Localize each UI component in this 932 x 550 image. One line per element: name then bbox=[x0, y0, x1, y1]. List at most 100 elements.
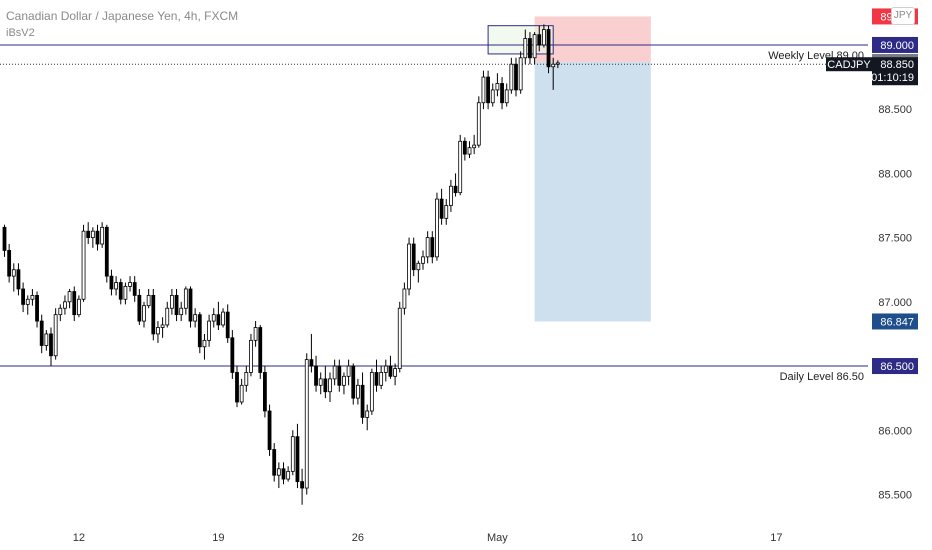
candle-body bbox=[211, 314, 216, 322]
chart-title: Canadian Dollar / Japanese Yen, 4h, FXCM bbox=[6, 9, 239, 23]
candle-body bbox=[202, 339, 207, 348]
candle bbox=[132, 276, 137, 302]
candle-body bbox=[369, 372, 374, 412]
candle bbox=[207, 314, 212, 347]
candle-body bbox=[476, 102, 481, 146]
candle-body bbox=[397, 307, 402, 370]
candle-body bbox=[304, 359, 309, 489]
candle-body bbox=[230, 337, 235, 373]
candle bbox=[332, 359, 337, 386]
level-price-tag-text: 86.500 bbox=[880, 361, 914, 373]
candle-body bbox=[379, 372, 384, 386]
candle-body bbox=[490, 89, 495, 104]
candle-body bbox=[193, 314, 198, 322]
candle-body bbox=[365, 410, 370, 418]
candle bbox=[104, 224, 109, 283]
candle bbox=[95, 224, 100, 251]
candle bbox=[518, 51, 523, 94]
candle bbox=[225, 304, 230, 343]
candle bbox=[467, 141, 472, 158]
candle-body bbox=[235, 372, 239, 403]
candle bbox=[90, 227, 95, 248]
candle bbox=[230, 330, 235, 379]
candle-body bbox=[300, 481, 305, 489]
candle bbox=[151, 288, 156, 341]
candle bbox=[276, 462, 281, 489]
stop-loss-zone bbox=[534, 16, 651, 63]
candle bbox=[504, 83, 509, 107]
candle bbox=[290, 430, 295, 476]
candle bbox=[430, 231, 435, 264]
candle bbox=[216, 301, 221, 331]
candle bbox=[411, 237, 416, 277]
candle bbox=[490, 83, 495, 107]
level-label: Daily Level 86.50 bbox=[780, 371, 864, 383]
candle bbox=[360, 372, 365, 424]
candle-body bbox=[318, 378, 323, 386]
candle bbox=[393, 363, 398, 386]
candle bbox=[86, 222, 91, 245]
candle-body bbox=[77, 298, 81, 316]
candle bbox=[397, 301, 402, 373]
currency-selector[interactable]: JPY bbox=[891, 7, 915, 25]
candle-body bbox=[151, 294, 156, 335]
candle bbox=[267, 404, 272, 456]
candle-body bbox=[402, 288, 407, 309]
current-price-text: 88.850 bbox=[880, 59, 914, 71]
candle bbox=[235, 366, 239, 408]
candle-body bbox=[518, 57, 523, 91]
candle bbox=[546, 25, 551, 74]
candle bbox=[160, 317, 165, 338]
candle-body bbox=[542, 29, 546, 46]
candle bbox=[109, 269, 114, 296]
candle-body bbox=[207, 320, 212, 341]
candle-body bbox=[351, 365, 356, 399]
candle bbox=[439, 188, 444, 225]
candle-body bbox=[281, 468, 286, 480]
candle-body bbox=[146, 294, 151, 307]
candle-body bbox=[7, 250, 12, 277]
candle bbox=[193, 308, 198, 328]
candle-body bbox=[123, 286, 128, 300]
candle-body bbox=[253, 327, 258, 341]
y-tick-label: 86.000 bbox=[878, 425, 912, 437]
candle-body bbox=[100, 226, 105, 245]
indicator-label[interactable]: iBsV2 bbox=[6, 27, 35, 39]
candle bbox=[555, 60, 560, 69]
candle-body bbox=[156, 327, 160, 335]
candle-body bbox=[514, 63, 518, 91]
candle bbox=[448, 179, 453, 212]
level-price-tag-bg bbox=[872, 36, 918, 53]
candle-body bbox=[25, 298, 30, 305]
candle-body bbox=[216, 314, 221, 326]
candle bbox=[379, 366, 384, 390]
candle bbox=[58, 304, 63, 322]
x-tick-label: 12 bbox=[73, 532, 85, 544]
y-tick-label: 87.000 bbox=[878, 297, 912, 309]
candle bbox=[342, 372, 346, 395]
level-price-tag-text: 89.000 bbox=[880, 40, 914, 52]
candle-body bbox=[309, 359, 314, 367]
candle bbox=[272, 443, 277, 482]
candle bbox=[39, 314, 44, 354]
candle bbox=[286, 466, 291, 482]
x-tick-label: 26 bbox=[352, 532, 364, 544]
candle-body bbox=[462, 140, 467, 155]
candle-body bbox=[435, 198, 439, 258]
candle bbox=[281, 462, 286, 485]
candle bbox=[532, 32, 537, 65]
candle-body bbox=[249, 339, 253, 373]
candle bbox=[202, 333, 207, 360]
candle-body bbox=[551, 63, 556, 68]
candle bbox=[11, 263, 16, 292]
candle-body bbox=[383, 365, 388, 373]
candle-body bbox=[537, 34, 542, 46]
candle-body bbox=[393, 368, 398, 377]
candle-body bbox=[314, 365, 318, 386]
candle-body bbox=[11, 269, 16, 277]
candle bbox=[388, 355, 393, 379]
candle bbox=[211, 308, 216, 328]
